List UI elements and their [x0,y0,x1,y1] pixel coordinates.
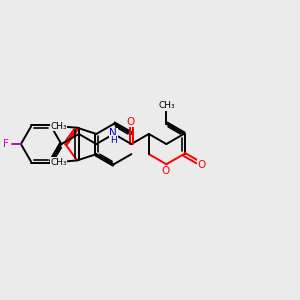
Text: O: O [162,167,170,176]
Text: CH₃: CH₃ [50,158,67,166]
Text: H: H [110,136,117,145]
Text: F: F [2,139,8,149]
Text: N: N [110,128,117,138]
Text: O: O [198,160,206,170]
Text: CH₃: CH₃ [50,122,67,131]
Text: CH₃: CH₃ [158,101,175,110]
Text: O: O [126,116,135,127]
